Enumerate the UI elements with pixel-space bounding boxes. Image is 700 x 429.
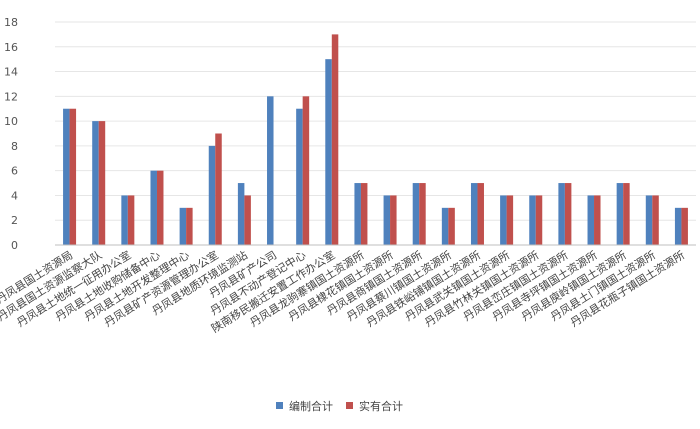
bar-bianzhi [529,195,536,245]
y-tick-label: 10 [4,115,18,128]
bar-bianzhi [354,183,361,245]
y-axis-ticks: 0 2 4 6 8 10 12 14 16 18 [4,16,18,252]
bar-bianzhi [616,183,624,245]
bar-bianzhi [645,195,653,245]
bar-bianzhi [179,207,187,245]
bar-shiyou [448,207,455,245]
bar-bianzhi [412,183,420,245]
bar-shiyou [390,195,397,245]
legend-label: 实有合计 [359,399,403,413]
bar-shiyou [156,170,164,245]
legend-swatch [346,402,353,409]
bar-bianzhi [325,59,332,245]
y-tick-label: 0 [11,239,18,252]
bar-bianzhi [121,195,128,245]
y-tick-label: 6 [11,165,18,178]
y-tick-label: 18 [4,16,18,29]
y-tick-label: 4 [11,189,18,202]
y-tick-label: 8 [11,140,18,153]
bar-bianzhi [296,108,303,245]
legend-swatch [276,402,283,409]
bar-bianzhi [587,195,595,245]
bar-shiyou [215,133,222,245]
bar-bianzhi [674,207,682,245]
bar-shiyou [98,121,106,245]
bar-bianzhi [237,183,245,245]
bar-shiyou [302,96,310,245]
bar-shiyou [594,195,601,245]
y-tick-label: 2 [11,214,18,227]
bar-bianzhi [208,145,216,245]
bar-bianzhi [383,195,391,245]
bar-shiyou [419,183,426,245]
bars [63,34,688,246]
bar-bianzhi [150,170,157,245]
bar-shiyou [360,183,368,245]
bar-shiyou [535,195,543,245]
bar-bianzhi [558,183,565,245]
bar-bianzhi [63,108,70,245]
bar-bianzhi [92,121,99,245]
y-tick-label: 16 [4,41,18,54]
legend-label: 编制合计 [289,399,333,413]
bar-shiyou [652,195,659,245]
bar-bianzhi [470,183,478,245]
bar-shiyou [564,183,572,245]
bar-shiyou [506,195,514,245]
x-axis-ticks: 丹凤县国土资源局丹凤县国土资源监察大队丹凤县土地统一征用办公室丹凤县土地收购储备… [0,248,687,336]
y-tick-label: 14 [4,66,18,79]
bar-shiyou [127,195,135,245]
bar-shiyou [623,183,630,245]
bar-shiyou [331,34,339,246]
bar-shiyou [244,195,251,245]
bar-bianzhi [500,195,507,245]
bar-shiyou [477,183,484,245]
bar-bianzhi [441,207,449,245]
legend: 编制合计 实有合计 [276,399,403,413]
bar-shiyou [186,207,193,245]
bar-shiyou [681,207,688,245]
bar-shiyou [69,108,77,245]
y-tick-label: 12 [4,90,18,103]
bar-bianzhi [267,96,274,245]
